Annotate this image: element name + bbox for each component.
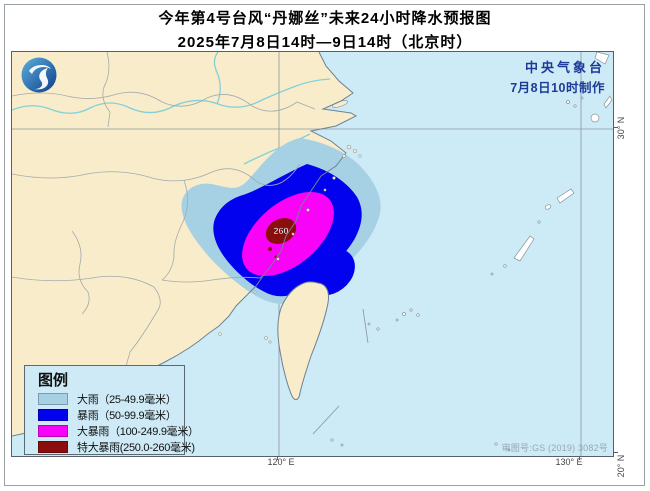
legend-swatch-heavy-rain xyxy=(38,393,68,405)
rain-area-extreme-dot xyxy=(268,247,272,251)
map-approval-number: 审图号:GS (2019) 3082号 xyxy=(501,443,608,453)
axis-label-130e: 130° E xyxy=(555,457,583,467)
axis-tick-30n xyxy=(613,127,618,128)
map-title: 今年第4号台风“丹娜丝”未来24小时降水预报图 xyxy=(158,10,492,27)
legend-swatch-downpour xyxy=(38,425,68,437)
mainland-china xyxy=(12,52,356,436)
foreign-islands xyxy=(330,52,613,452)
rain-area-extreme xyxy=(265,218,297,244)
axis-label-20n: 20° N xyxy=(616,454,626,478)
legend-label-downpour: 大暴雨（100-249.9毫米） xyxy=(77,426,199,438)
legend-swatch-extreme-rainstorm xyxy=(38,441,68,453)
axis-tick-20n xyxy=(613,452,618,453)
axis-label-30n: 30° N xyxy=(616,116,626,140)
map-canvas: 260 xyxy=(12,52,613,456)
agency-name: 中央气象台 xyxy=(524,60,605,75)
legend-row-downpour: 大暴雨（100-249.9毫米） xyxy=(38,423,199,439)
legend-row-heavy-rain: 大雨（25-49.9毫米） xyxy=(38,391,184,407)
legend-label-rainstorm: 暴雨（50-99.9毫米） xyxy=(77,410,177,422)
legend: 图例 大雨（25-49.9毫米） 暴雨（50-99.9毫米） 大暴雨（100-2… xyxy=(24,365,199,455)
axis-tick-130e xyxy=(579,456,580,460)
agency-issue-time: 7月8日10时制作 xyxy=(510,81,605,95)
agency-watermark: 中央气象台 7月8日10时制作 xyxy=(510,57,605,96)
precipitation-layer xyxy=(181,138,381,305)
page-title: 今年第4号台风“丹娜丝”未来24小时降水预报图 2025年7月8日14时—9日1… xyxy=(0,7,650,52)
legend-label-heavy-rain: 大雨（25-49.9毫米） xyxy=(77,394,177,406)
legend-title: 图例 xyxy=(38,372,69,389)
legend-label-extreme-rainstorm: 特大暴雨(250.0-260毫米) xyxy=(77,442,195,454)
axis-tick-120e xyxy=(277,456,278,460)
axis-label-120e: 120° E xyxy=(267,457,295,467)
province-boundaries xyxy=(12,52,316,385)
legend-row-rainstorm: 暴雨（50-99.9毫米） xyxy=(38,407,184,423)
legend-row-extreme-rainstorm: 特大暴雨(250.0-260毫米) xyxy=(38,439,195,455)
map-subtitle: 2025年7月8日14时—9日14时（北京时） xyxy=(177,34,473,51)
storm-max-label: 260 xyxy=(273,226,288,236)
cma-logo-icon xyxy=(21,57,57,93)
demarcation-lines xyxy=(312,308,369,435)
taiwan-island xyxy=(277,281,329,401)
legend-swatch-rainstorm xyxy=(38,409,68,421)
